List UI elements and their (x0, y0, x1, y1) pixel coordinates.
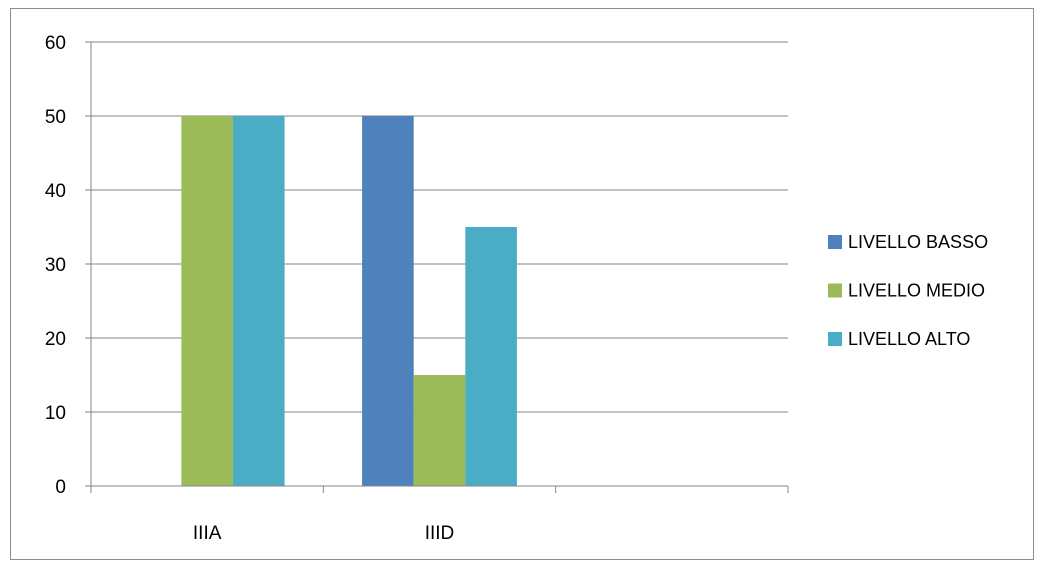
bars (181, 116, 517, 486)
axes: 0 10 20 30 40 50 60 IIIA IIID (45, 33, 789, 544)
bar-livello-alto (465, 227, 517, 486)
legend-label: LIVELLO BASSO (848, 232, 988, 252)
legend-swatch (828, 283, 842, 298)
y-tick-label: 60 (45, 33, 66, 54)
y-tick-label: 20 (45, 329, 66, 350)
x-tick-label: IIID (425, 523, 455, 544)
legend-swatch (828, 332, 842, 346)
y-tick-label: 10 (45, 403, 66, 424)
bar-livello-medio (181, 116, 233, 486)
y-tick-label: 0 (55, 477, 66, 498)
chart-frame (10, 8, 1034, 560)
y-tick-label: 50 (45, 107, 66, 128)
legend-label: LIVELLO ALTO (848, 329, 970, 349)
bar-livello-basso (362, 116, 414, 486)
bar-livello-medio (413, 375, 466, 486)
legend-label: LIVELLO MEDIO (848, 281, 985, 301)
bar-livello-alto (232, 116, 285, 486)
legend-swatch (828, 235, 842, 249)
y-tick-label: 40 (45, 181, 66, 202)
legend: LIVELLO BASSO LIVELLO MEDIO LIVELLO ALTO (828, 232, 988, 349)
x-tick-label: IIIA (193, 523, 222, 544)
y-tick-label: 30 (45, 255, 66, 276)
